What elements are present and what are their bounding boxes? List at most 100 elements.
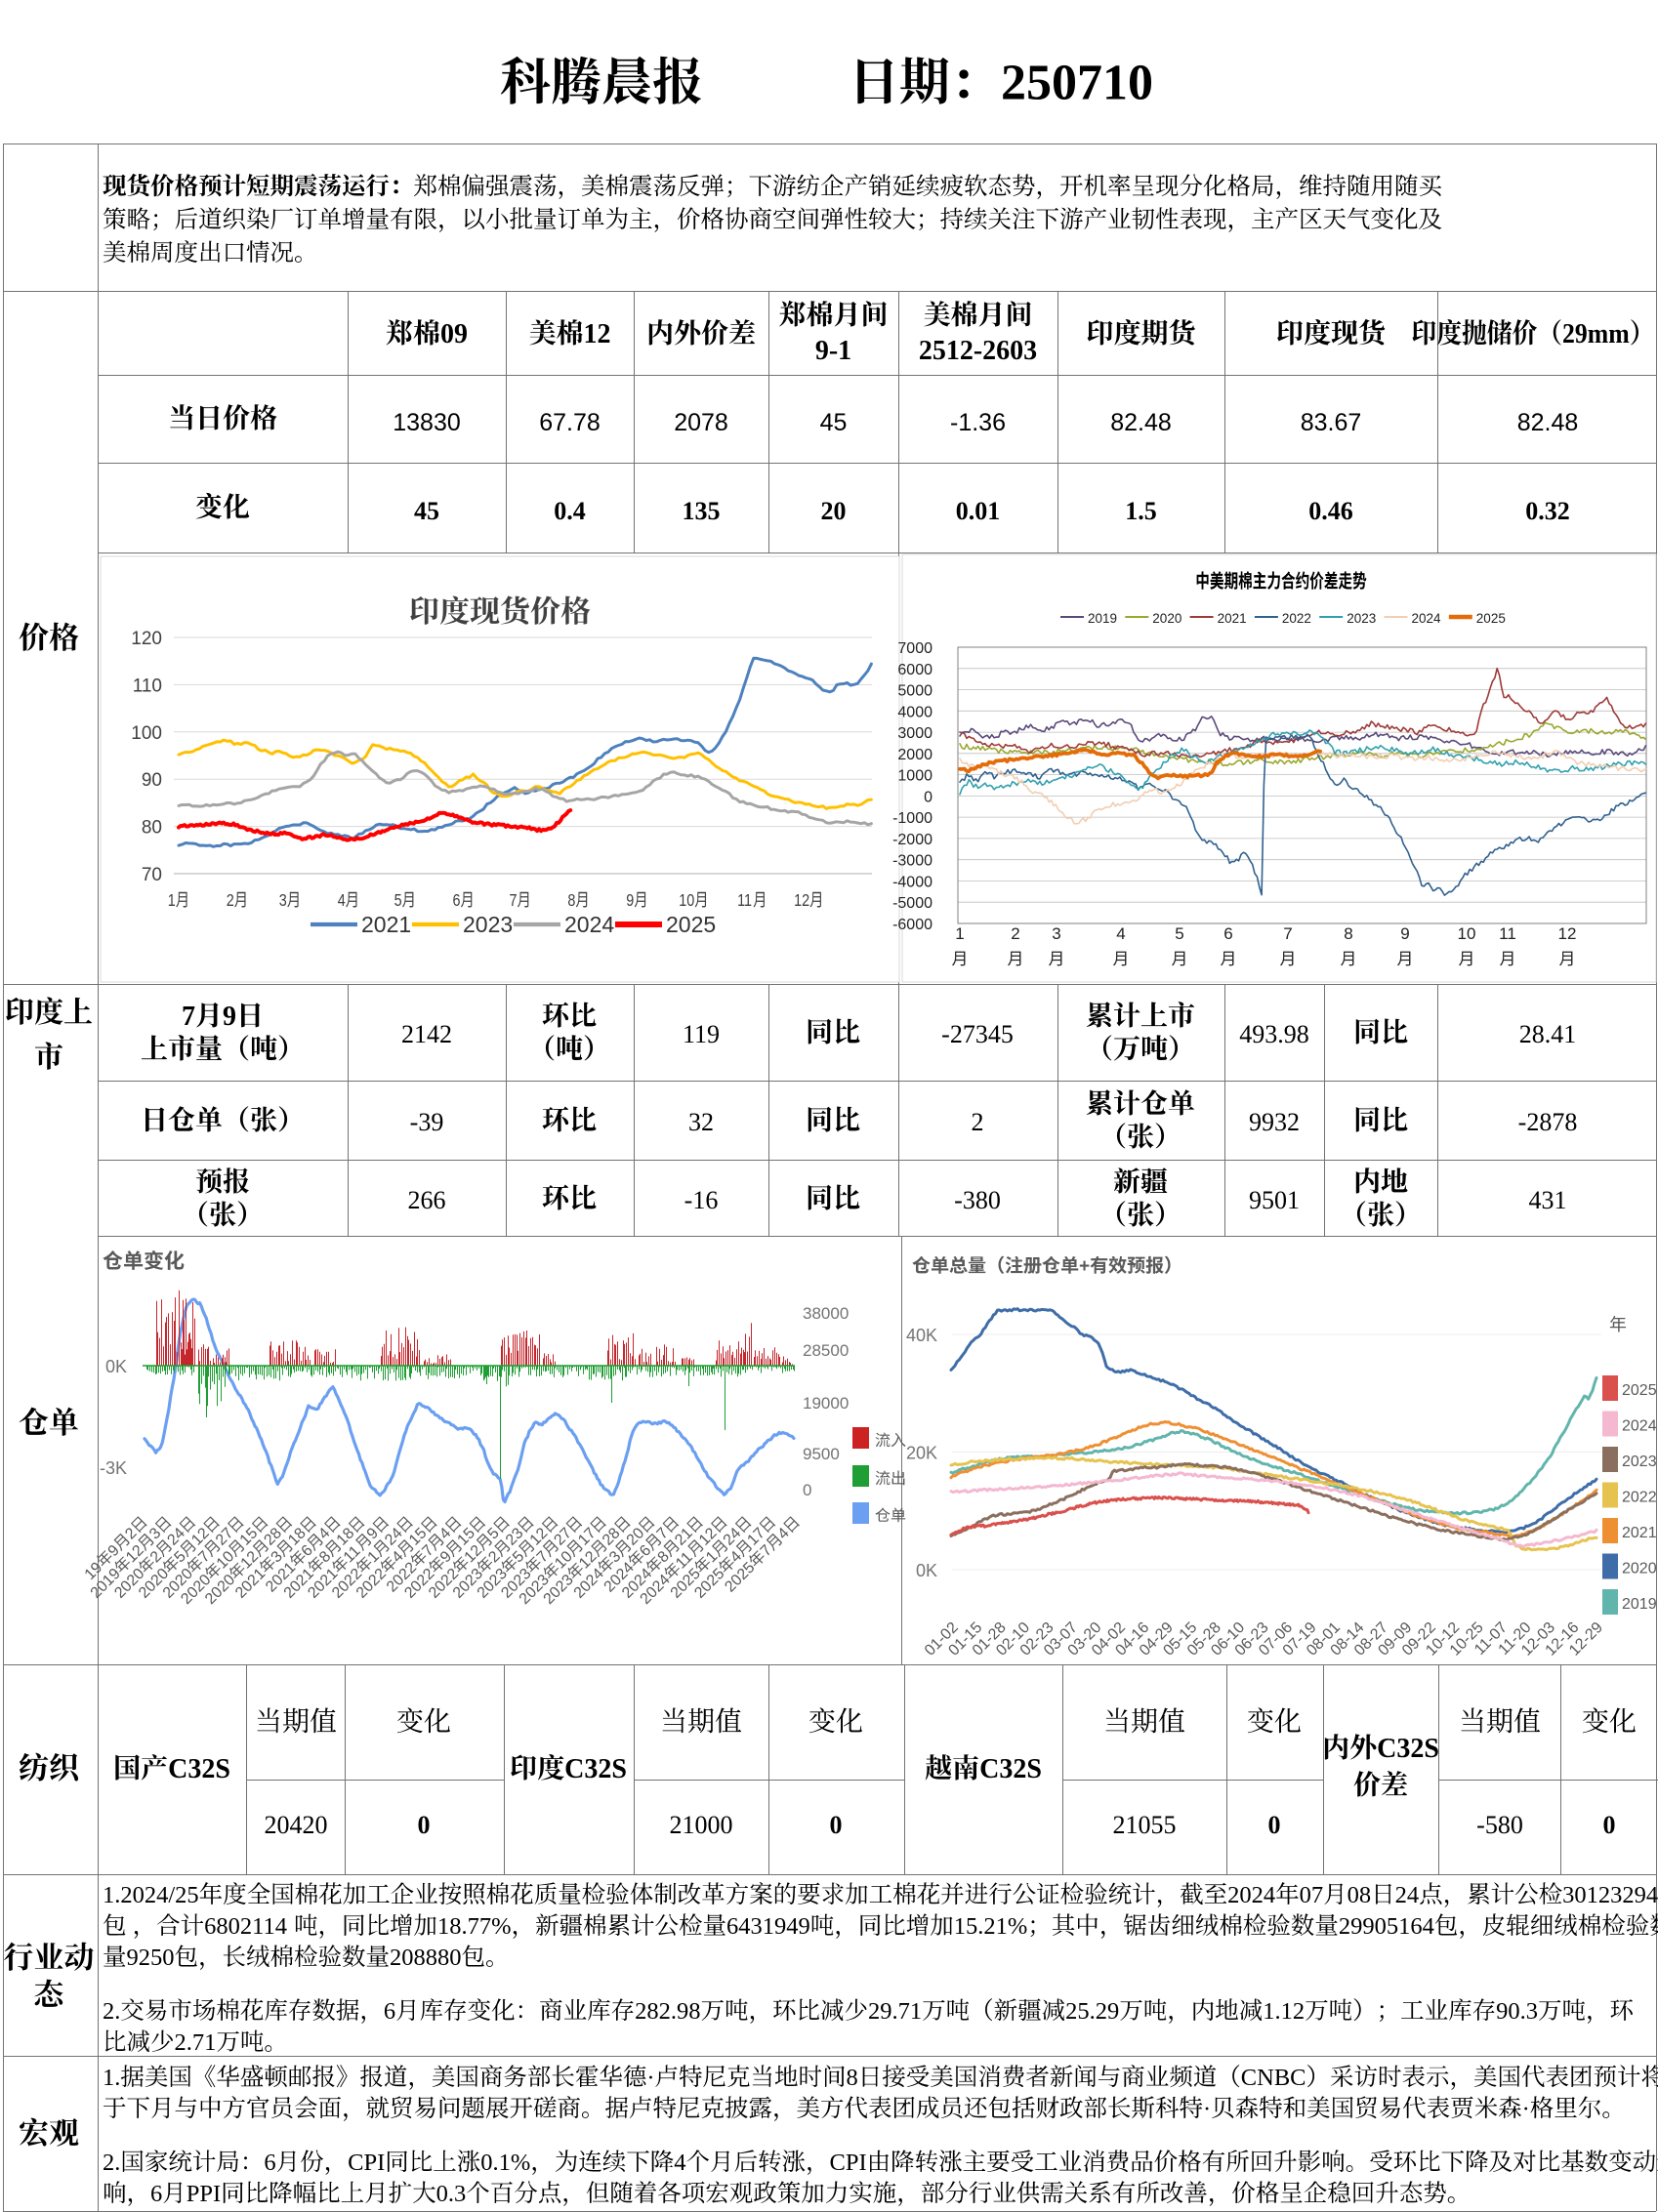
svg-text:40K: 40K bbox=[906, 1326, 937, 1345]
svg-text:15.21%: 15.21% bbox=[954, 1913, 1028, 1940]
svg-text:2024: 2024 bbox=[1412, 611, 1442, 626]
svg-text:6431949: 6431949 bbox=[726, 1913, 810, 1940]
svg-text:28500: 28500 bbox=[803, 1341, 849, 1360]
svg-text:07: 07 bbox=[1300, 1882, 1324, 1908]
svg-text:28.41: 28.41 bbox=[1519, 1020, 1577, 1048]
svg-text:30123294: 30123294 bbox=[1562, 1882, 1658, 1908]
svg-text:9932: 9932 bbox=[1249, 1108, 1300, 1136]
svg-text:10: 10 bbox=[679, 891, 694, 911]
svg-text:18.77%: 18.77% bbox=[437, 1913, 512, 1940]
svg-text:2022: 2022 bbox=[1622, 1490, 1657, 1506]
svg-text:493.98: 493.98 bbox=[1239, 1020, 1309, 1048]
svg-text:2021: 2021 bbox=[361, 912, 411, 937]
svg-text:82.48: 82.48 bbox=[1110, 409, 1172, 436]
svg-text:19000: 19000 bbox=[803, 1394, 849, 1413]
svg-text:-580: -580 bbox=[1476, 1811, 1523, 1839]
svg-text:3000: 3000 bbox=[897, 725, 933, 742]
svg-text:4: 4 bbox=[1116, 924, 1125, 943]
svg-text:2078: 2078 bbox=[674, 409, 728, 436]
svg-text:9: 9 bbox=[626, 891, 634, 911]
svg-text:2023: 2023 bbox=[1347, 611, 1376, 626]
svg-text:8: 8 bbox=[567, 891, 575, 911]
svg-text:8: 8 bbox=[1344, 924, 1352, 943]
svg-text:2: 2 bbox=[227, 891, 234, 911]
svg-text:CPI: CPI bbox=[830, 2150, 867, 2176]
svg-text:29905164: 29905164 bbox=[1339, 1913, 1434, 1940]
svg-text:7: 7 bbox=[509, 891, 517, 911]
svg-text:45: 45 bbox=[414, 497, 439, 525]
svg-text:110: 110 bbox=[133, 676, 162, 696]
svg-text:CNBC: CNBC bbox=[1241, 2065, 1306, 2091]
svg-text:-3000: -3000 bbox=[892, 853, 933, 870]
svg-text:2020: 2020 bbox=[1622, 1561, 1657, 1577]
svg-text:2023: 2023 bbox=[1622, 1454, 1657, 1470]
svg-text:0: 0 bbox=[1268, 1811, 1281, 1839]
svg-text:2021: 2021 bbox=[1218, 611, 1247, 626]
svg-text:2024: 2024 bbox=[564, 912, 614, 937]
svg-text:29.71: 29.71 bbox=[868, 1998, 922, 2025]
svg-text:20420: 20420 bbox=[265, 1811, 328, 1839]
svg-text:7000: 7000 bbox=[897, 640, 933, 657]
svg-text:7: 7 bbox=[182, 1002, 195, 1032]
svg-text:2.: 2. bbox=[103, 2150, 120, 2176]
svg-text:-1.36: -1.36 bbox=[950, 409, 1006, 436]
svg-text:CPI: CPI bbox=[348, 2150, 385, 2176]
svg-text:2.71: 2.71 bbox=[175, 2029, 217, 2056]
svg-text:6: 6 bbox=[264, 2150, 275, 2176]
svg-text:2.: 2. bbox=[103, 1998, 120, 2025]
svg-text:-5000: -5000 bbox=[892, 895, 933, 912]
svg-text:2025: 2025 bbox=[1622, 1382, 1657, 1399]
svg-text:5: 5 bbox=[1175, 924, 1183, 943]
svg-text:4: 4 bbox=[674, 2150, 685, 2176]
svg-text:2019: 2019 bbox=[1622, 1596, 1657, 1613]
svg-text:208880: 208880 bbox=[390, 1945, 462, 1971]
svg-text:-1000: -1000 bbox=[892, 810, 933, 827]
svg-text:-4000: -4000 bbox=[892, 875, 933, 891]
svg-text:0.3: 0.3 bbox=[436, 2181, 467, 2207]
svg-text:2019: 2019 bbox=[1088, 611, 1117, 626]
svg-text:0K: 0K bbox=[916, 1561, 937, 1580]
svg-text:100: 100 bbox=[131, 723, 162, 744]
svg-text:120: 120 bbox=[131, 629, 162, 649]
svg-text:250710: 250710 bbox=[1001, 55, 1153, 110]
svg-text:9250: 9250 bbox=[127, 1945, 175, 1971]
svg-text:0.01: 0.01 bbox=[956, 497, 1001, 525]
svg-text:0.4: 0.4 bbox=[554, 497, 586, 525]
svg-text:80: 80 bbox=[142, 818, 162, 839]
svg-text:20K: 20K bbox=[906, 1444, 937, 1463]
svg-text:-3K: -3K bbox=[100, 1458, 127, 1478]
svg-text:6: 6 bbox=[150, 2181, 162, 2207]
svg-text:20: 20 bbox=[821, 497, 847, 525]
svg-text:21055: 21055 bbox=[1113, 1811, 1177, 1839]
svg-text:2025: 2025 bbox=[666, 912, 716, 937]
svg-text:2: 2 bbox=[1011, 924, 1019, 943]
svg-text:1.2024/25: 1.2024/25 bbox=[103, 1882, 199, 1908]
svg-text:3: 3 bbox=[279, 891, 287, 911]
svg-text:1000: 1000 bbox=[897, 768, 933, 785]
svg-text:6: 6 bbox=[452, 891, 460, 911]
svg-text:-27345: -27345 bbox=[941, 1020, 1014, 1048]
svg-text:38000: 38000 bbox=[803, 1304, 849, 1323]
svg-text:-380: -380 bbox=[954, 1186, 1001, 1214]
svg-text:1.12: 1.12 bbox=[1263, 1998, 1305, 2025]
svg-text:2142: 2142 bbox=[401, 1020, 452, 1048]
svg-text:6: 6 bbox=[1223, 924, 1232, 943]
svg-text:2: 2 bbox=[972, 1108, 984, 1136]
svg-text:6: 6 bbox=[384, 1998, 395, 2025]
svg-text:-39: -39 bbox=[410, 1108, 444, 1136]
svg-text:0: 0 bbox=[418, 1811, 431, 1839]
svg-text:2023: 2023 bbox=[463, 912, 513, 937]
svg-text:90: 90 bbox=[142, 770, 162, 791]
svg-text:9: 9 bbox=[1400, 924, 1409, 943]
svg-text:25.29: 25.29 bbox=[1065, 1998, 1119, 2025]
svg-text:2024: 2024 bbox=[1227, 1882, 1275, 1908]
svg-text:-2000: -2000 bbox=[892, 832, 933, 848]
svg-text:13830: 13830 bbox=[393, 409, 461, 436]
svg-text:9501: 9501 bbox=[1249, 1186, 1300, 1214]
svg-text:0.32: 0.32 bbox=[1525, 497, 1570, 525]
svg-text:12: 12 bbox=[794, 891, 809, 911]
svg-text:-16: -16 bbox=[684, 1186, 719, 1214]
svg-text:67.78: 67.78 bbox=[539, 409, 601, 436]
svg-text:3: 3 bbox=[1052, 924, 1060, 943]
svg-text:9500: 9500 bbox=[803, 1445, 840, 1463]
